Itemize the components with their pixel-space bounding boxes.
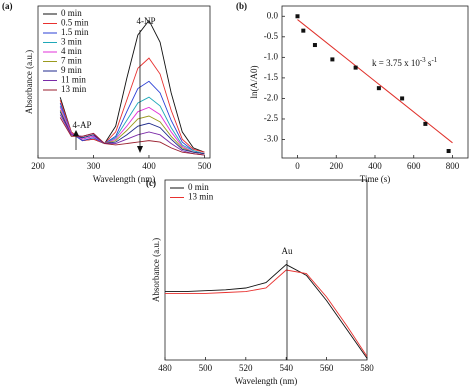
x-tick-label: 540 (279, 363, 293, 373)
data-point (353, 65, 358, 70)
y-tick-label: -0.5 (264, 31, 279, 41)
y-axis-label: Absorbance (a.u.) (151, 238, 161, 302)
x-tick-label: 800 (446, 161, 460, 171)
rate-annotation: k = 3.75 x 10-3 s-1 (372, 56, 438, 68)
legend-label: 0.5 min (61, 18, 89, 28)
spectrum-line (165, 264, 368, 359)
data-point (312, 43, 317, 48)
annotation-part: s (426, 58, 432, 68)
panel-label: (b) (236, 1, 247, 11)
x-tick-label: 580 (360, 363, 374, 373)
annotation-sup: -1 (431, 56, 437, 64)
y-tick-label: 0.0 (267, 10, 279, 20)
x-tick-label: 500 (199, 363, 213, 373)
x-tick-label: 0 (295, 161, 300, 171)
annotation-part: k = 3.75 x 10 (372, 58, 420, 68)
x-tick-label: 520 (239, 363, 253, 373)
spectrum-line (59, 106, 205, 155)
annotation: 4-AP (72, 120, 91, 130)
y-tick-label: -1.5 (264, 72, 279, 82)
y-tick-label: -2.5 (264, 113, 279, 123)
legend-label: 7 min (61, 56, 82, 66)
spectrum-line (59, 80, 205, 155)
x-tick-label: 480 (158, 363, 172, 373)
legend-label: 0 min (188, 182, 209, 192)
x-axis-label: Wavelength (nm) (93, 174, 156, 184)
y-axis-label: ln(A/A0) (249, 66, 259, 99)
x-tick-label: 200 (330, 161, 344, 171)
spectrum-line (59, 57, 205, 153)
panel-label: (a) (2, 1, 13, 11)
arrow-head (73, 130, 79, 136)
legend-label: 9 min (61, 65, 82, 75)
y-tick-label: -1.0 (264, 51, 279, 61)
x-axis-label: Time (s) (360, 174, 390, 184)
data-point (376, 86, 381, 91)
legend-label: 11 min (61, 75, 86, 85)
x-tick-label: 300 (87, 161, 101, 171)
legend-label: 0 min (61, 8, 82, 18)
data-point (295, 14, 300, 19)
legend-label: 3 min (61, 37, 82, 47)
fit-line (297, 19, 453, 144)
y-tick-label: -3.0 (264, 134, 279, 144)
annotation: Au (282, 246, 293, 256)
legend-label: 4 min (61, 46, 82, 56)
y-tick-label: -2.0 (264, 92, 279, 102)
spectrum-line (59, 111, 205, 155)
x-tick-label: 500 (198, 161, 212, 171)
data-point (301, 28, 306, 33)
legend-label: 13 min (61, 84, 87, 94)
plot-frame (164, 179, 368, 361)
legend-label: 13 min (188, 192, 214, 202)
spectrum-line (59, 117, 205, 156)
x-tick-label: 400 (368, 161, 382, 171)
annotation-sup: -3 (420, 56, 426, 64)
arrow-head (137, 146, 143, 153)
data-point (400, 96, 405, 101)
plot-frame (37, 5, 211, 159)
annotation: 4-NP (136, 16, 155, 26)
y-axis-label: Absorbance (a.u.) (24, 50, 34, 114)
data-point (446, 149, 451, 154)
panel-label: (c) (146, 178, 156, 188)
x-tick-label: 560 (320, 363, 334, 373)
legend-label: 1.5 min (61, 27, 89, 37)
data-point (423, 121, 428, 126)
spectrum-line (165, 269, 368, 357)
data-point (330, 57, 335, 62)
x-tick-label: 400 (142, 161, 156, 171)
x-axis-label: Wavelength (nm) (235, 376, 298, 386)
x-tick-label: 200 (31, 161, 45, 171)
x-tick-label: 600 (407, 161, 421, 171)
